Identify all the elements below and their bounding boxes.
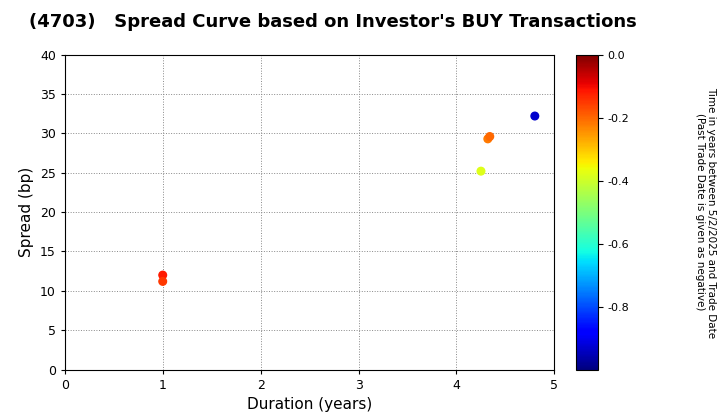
Text: (4703)   Spread Curve based on Investor's BUY Transactions: (4703) Spread Curve based on Investor's … bbox=[29, 13, 636, 31]
Y-axis label: Spread (bp): Spread (bp) bbox=[19, 167, 35, 257]
Point bbox=[475, 168, 487, 175]
Point bbox=[482, 136, 494, 142]
Point bbox=[157, 278, 168, 285]
X-axis label: Duration (years): Duration (years) bbox=[247, 397, 372, 412]
Point bbox=[529, 113, 541, 119]
Y-axis label: Time in years between 5/2/2025 and Trade Date
(Past Trade Date is given as negat: Time in years between 5/2/2025 and Trade… bbox=[695, 87, 716, 338]
Point bbox=[484, 133, 495, 140]
Point bbox=[157, 272, 168, 278]
